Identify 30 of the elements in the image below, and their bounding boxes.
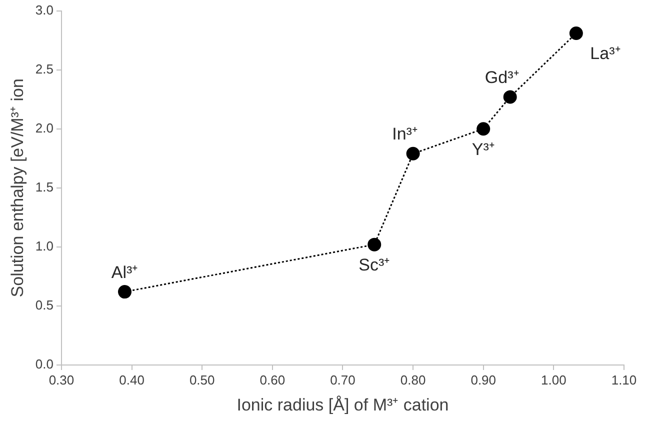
annotation: La³⁺ [590,44,621,64]
x-tick-label: 0.90 [470,372,496,388]
x-tick-label: 0.60 [260,372,286,388]
point [368,238,382,252]
annotation: Al³⁺ [111,262,138,282]
x-tick-label: 0.80 [400,372,426,388]
y-tick-label: 2.0 [35,120,54,136]
y-axis-title: Solution enthalpy [eV/M³⁺ ion [8,78,27,298]
y-tick-label: 1.5 [35,179,54,194]
x-tick-label: 0.30 [48,372,74,388]
annotation: Gd³⁺ [484,68,520,87]
y-tick-label: 2.5 [35,61,54,76]
point [406,146,420,160]
x-tick-label: 0.40 [119,372,144,388]
annotation: In³⁺ [392,124,418,144]
point [569,26,583,40]
x-tick-label: 0.50 [189,372,215,388]
x-tick-label: 1.10 [611,372,637,388]
y-tick-label: 0.5 [35,298,54,313]
y-tick-label: 3.0 [35,2,54,18]
x-tick-label: 1.00 [541,372,566,388]
x-axis-title: Ionic radius [Å] of M³⁺ cation [236,395,449,414]
point [476,122,490,136]
annotation: Y³⁺ [472,140,495,159]
point [503,90,517,104]
x-tick-label: 0.70 [330,372,356,388]
y-tick-label: 1.0 [35,238,54,254]
y-tick-label: 0.0 [35,356,54,372]
annotation: Sc³⁺ [358,256,390,275]
point [118,285,132,299]
